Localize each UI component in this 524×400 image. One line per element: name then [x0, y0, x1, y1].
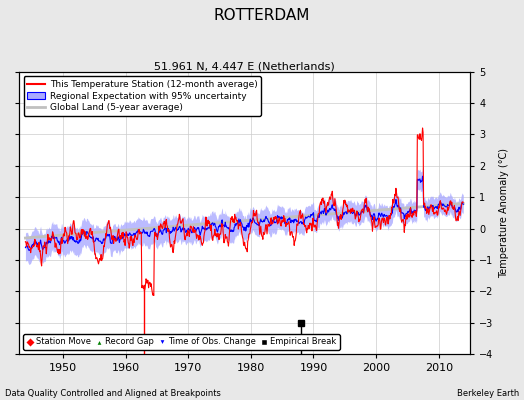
- Legend: Station Move, Record Gap, Time of Obs. Change, Empirical Break: Station Move, Record Gap, Time of Obs. C…: [24, 334, 340, 350]
- Text: ROTTERDAM: ROTTERDAM: [214, 8, 310, 23]
- Text: Data Quality Controlled and Aligned at Breakpoints: Data Quality Controlled and Aligned at B…: [5, 389, 221, 398]
- Y-axis label: Temperature Anomaly (°C): Temperature Anomaly (°C): [499, 148, 509, 278]
- Title: 51.961 N, 4.447 E (Netherlands): 51.961 N, 4.447 E (Netherlands): [154, 61, 335, 71]
- Text: Berkeley Earth: Berkeley Earth: [456, 389, 519, 398]
